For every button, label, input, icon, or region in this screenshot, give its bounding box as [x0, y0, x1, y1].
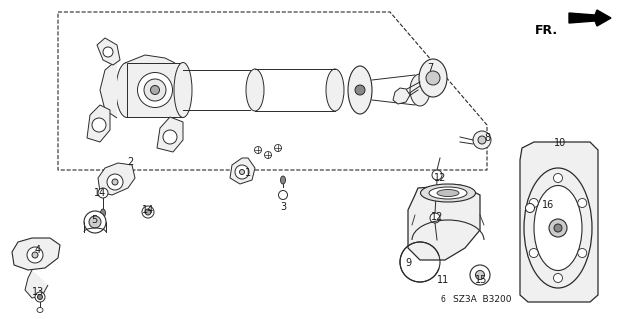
Polygon shape: [127, 63, 183, 117]
Polygon shape: [12, 238, 60, 270]
Polygon shape: [408, 185, 480, 260]
Polygon shape: [125, 55, 175, 63]
Ellipse shape: [142, 206, 154, 218]
Text: 12: 12: [431, 212, 443, 222]
Ellipse shape: [275, 145, 282, 152]
Ellipse shape: [103, 47, 113, 57]
Text: 6: 6: [440, 295, 445, 305]
Text: 16: 16: [542, 200, 554, 210]
Ellipse shape: [554, 224, 562, 232]
Text: SZ3A  B3200: SZ3A B3200: [453, 295, 511, 305]
Text: 7: 7: [427, 63, 433, 73]
Ellipse shape: [432, 170, 442, 180]
Ellipse shape: [264, 152, 271, 159]
Polygon shape: [520, 142, 598, 302]
Ellipse shape: [138, 72, 173, 108]
Text: 12: 12: [434, 173, 446, 183]
Ellipse shape: [437, 189, 459, 197]
Text: 9: 9: [405, 258, 411, 268]
Ellipse shape: [235, 165, 249, 179]
Ellipse shape: [430, 213, 440, 223]
Text: 14: 14: [142, 205, 154, 215]
Ellipse shape: [84, 211, 106, 233]
Ellipse shape: [470, 265, 490, 285]
Ellipse shape: [37, 308, 43, 313]
Ellipse shape: [116, 63, 138, 117]
Ellipse shape: [144, 79, 166, 101]
Ellipse shape: [107, 174, 123, 190]
Ellipse shape: [429, 187, 467, 199]
Ellipse shape: [255, 146, 262, 153]
Polygon shape: [100, 60, 117, 118]
Text: 8: 8: [484, 133, 490, 143]
Text: 10: 10: [554, 138, 566, 148]
Ellipse shape: [174, 63, 192, 117]
Ellipse shape: [32, 252, 38, 258]
Ellipse shape: [246, 69, 264, 111]
Polygon shape: [157, 117, 183, 152]
Text: 15: 15: [475, 275, 487, 285]
Ellipse shape: [578, 198, 587, 207]
Ellipse shape: [534, 186, 582, 271]
Polygon shape: [393, 88, 410, 104]
Ellipse shape: [348, 66, 372, 114]
Ellipse shape: [92, 118, 106, 132]
Ellipse shape: [473, 131, 491, 149]
Ellipse shape: [529, 198, 538, 207]
Text: 11: 11: [437, 275, 449, 285]
Ellipse shape: [239, 169, 244, 174]
Polygon shape: [230, 158, 255, 184]
Ellipse shape: [38, 294, 42, 300]
Ellipse shape: [278, 190, 287, 199]
Text: FR.: FR.: [535, 24, 558, 36]
Ellipse shape: [419, 59, 447, 97]
Polygon shape: [87, 105, 110, 142]
Ellipse shape: [355, 85, 365, 95]
Ellipse shape: [478, 136, 486, 144]
Ellipse shape: [280, 176, 285, 184]
Ellipse shape: [326, 69, 344, 111]
Ellipse shape: [476, 271, 484, 279]
Ellipse shape: [145, 209, 151, 215]
Text: 3: 3: [280, 202, 286, 212]
Ellipse shape: [150, 85, 159, 94]
Polygon shape: [569, 10, 611, 26]
Ellipse shape: [549, 219, 567, 237]
Ellipse shape: [112, 179, 118, 185]
Ellipse shape: [420, 184, 476, 202]
Ellipse shape: [27, 247, 43, 263]
Text: 2: 2: [127, 157, 133, 167]
Ellipse shape: [426, 71, 440, 85]
Polygon shape: [97, 38, 120, 65]
Polygon shape: [98, 163, 135, 195]
Text: 14: 14: [94, 188, 106, 198]
Ellipse shape: [410, 74, 430, 106]
Ellipse shape: [89, 216, 101, 228]
Ellipse shape: [163, 130, 177, 144]
Polygon shape: [25, 270, 48, 298]
Ellipse shape: [100, 209, 106, 217]
Ellipse shape: [554, 273, 563, 283]
Ellipse shape: [98, 188, 108, 198]
Ellipse shape: [529, 249, 538, 257]
Text: 5: 5: [91, 215, 97, 225]
Text: 1: 1: [245, 168, 251, 178]
Ellipse shape: [35, 292, 45, 302]
Text: 4: 4: [35, 245, 41, 255]
Ellipse shape: [525, 204, 534, 212]
Text: 13: 13: [32, 287, 44, 297]
Ellipse shape: [578, 249, 587, 257]
Ellipse shape: [524, 168, 592, 288]
Ellipse shape: [554, 174, 563, 182]
